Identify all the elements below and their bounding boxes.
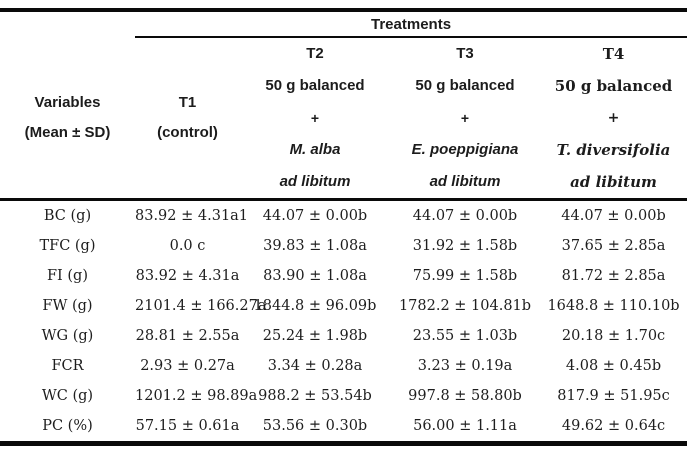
value-cell: 83.92 ± 4.31a1 (135, 208, 249, 224)
value-cell: 20.18 ± 1.70c (561, 328, 666, 344)
value-cell: 1201.2 ± 98.89a (135, 388, 258, 404)
value-cell: 2101.4 ± 166.27a (135, 298, 267, 314)
table-row-wg: WG (g) 28.81 ± 2.55a 25.24 ± 1.98b 23.55… (0, 321, 687, 351)
value-cell: 2.93 ± 0.27a (140, 358, 235, 374)
column-header-t3: T3 50 g balanced + E. poeppigiana ad lib… (390, 37, 540, 201)
row-label: WG (g) (41, 328, 94, 344)
row-label: FW (g) (42, 298, 93, 314)
table-row-bc: BC (g) 83.92 ± 4.31a1 44.07 ± 0.00b 44.0… (0, 200, 687, 232)
value-cell: 1648.8 ± 110.10b (547, 298, 680, 314)
value-cell: 44.07 ± 0.00b (412, 208, 518, 224)
column-headers-row: Variables (Mean ± SD) T1 (control) T2 50… (0, 37, 687, 201)
table-row-fcr: FCR 2.93 ± 0.27a 3.34 ± 0.28a 3.23 ± 0.1… (0, 351, 687, 381)
treatment-ration-t3: 50 g balanced (415, 77, 515, 94)
treatment-species-t4: T. diversifolia (556, 141, 671, 159)
column-header-t4: T4 50 g balanced + T. diversifolia ad li… (540, 37, 687, 201)
value-cell: 57.15 ± 0.61a (135, 418, 240, 434)
value-cell: 44.07 ± 0.00b (262, 208, 368, 224)
value-cell: 997.8 ± 58.80b (408, 388, 522, 404)
mean-sd-label: (Mean ± SD) (24, 123, 111, 141)
row-label: PC (%) (42, 418, 93, 434)
plus-sign-t4: + (607, 110, 620, 126)
value-cell: 3.34 ± 0.28a (267, 358, 363, 374)
treatment-species-t3: E. poeppigiana (411, 141, 519, 158)
treatment-sub-t1: (control) (157, 124, 218, 141)
treatments-group-header: Treatments (135, 10, 687, 38)
value-cell: 39.83 ± 1.08a (263, 238, 367, 254)
value-cell: 37.65 ± 2.85a (561, 238, 666, 254)
value-cell: 31.92 ± 1.58b (412, 238, 518, 254)
variables-column-header: Variables (Mean ± SD) (0, 37, 135, 201)
treatments-spanner-row: Treatments (0, 10, 687, 38)
treatment-ration-t2: 50 g balanced (265, 77, 365, 94)
treatment-code-t1: T1 (178, 94, 197, 111)
row-label: BC (g) (43, 208, 92, 224)
table-row-tfc: TFC (g) 0.0 c 39.83 ± 1.08a 31.92 ± 1.58… (0, 231, 687, 261)
value-cell: 83.90 ± 1.08a (263, 268, 367, 284)
table-row-pc: PC (%) 57.15 ± 0.61a 53.56 ± 0.30b 56.00… (0, 411, 687, 444)
treatments-results-table: Treatments Variables (Mean ± SD) T1 (con… (0, 8, 687, 446)
value-cell: 3.23 ± 0.19a (417, 358, 513, 374)
value-cell: 53.56 ± 0.30b (262, 418, 368, 434)
value-cell: 23.55 ± 1.03b (412, 328, 518, 344)
value-cell: 4.08 ± 0.45b (565, 358, 662, 374)
value-cell: 75.99 ± 1.58b (412, 268, 518, 284)
plus-sign-t2: + (310, 110, 320, 126)
value-cell: 1844.8 ± 96.09b (253, 298, 377, 314)
value-cell: 817.9 ± 51.95c (557, 388, 670, 404)
row-label: WC (g) (41, 388, 94, 404)
value-cell: 988.2 ± 53.54b (258, 388, 372, 404)
value-cell: 81.72 ± 2.85a (561, 268, 666, 284)
value-cell: 83.92 ± 4.31a (135, 268, 240, 284)
value-cell: 44.07 ± 0.00b (561, 208, 666, 224)
column-header-t1: T1 (control) (135, 37, 240, 201)
empty-corner-cell (0, 10, 135, 37)
column-header-t2: T2 50 g balanced + M. alba ad libitum (240, 37, 390, 201)
value-cell: 49.62 ± 0.64c (561, 418, 666, 434)
plus-sign-t3: + (460, 110, 470, 126)
ad-libitum-t3: ad libitum (429, 173, 501, 190)
treatment-code-t3: T3 (456, 45, 474, 62)
row-label: FI (g) (47, 268, 88, 284)
table-row-wc: WC (g) 1201.2 ± 98.89a 988.2 ± 53.54b 99… (0, 381, 687, 411)
variables-label: Variables (34, 93, 101, 111)
table-row-fw: FW (g) 2101.4 ± 166.27a 1844.8 ± 96.09b … (0, 291, 687, 321)
ad-libitum-t4: ad libitum (570, 173, 657, 191)
row-label: TFC (g) (39, 238, 96, 254)
treatment-code-t2: T2 (306, 45, 324, 62)
row-label: FCR (51, 358, 84, 374)
value-cell: 28.81 ± 2.55a (135, 328, 240, 344)
ad-libitum-t2: ad libitum (279, 173, 351, 190)
treatment-species-t2: M. alba (289, 141, 341, 158)
value-cell: 0.0 c (169, 238, 206, 254)
value-cell: 1782.2 ± 104.81b (398, 298, 532, 314)
treatment-ration-t4: 50 g balanced (554, 77, 673, 95)
table-row-fi: FI (g) 83.92 ± 4.31a 83.90 ± 1.08a 75.99… (0, 261, 687, 291)
treatment-code-t4: T4 (602, 45, 625, 63)
value-cell: 25.24 ± 1.98b (262, 328, 368, 344)
value-cell: 56.00 ± 1.11a (413, 418, 517, 434)
